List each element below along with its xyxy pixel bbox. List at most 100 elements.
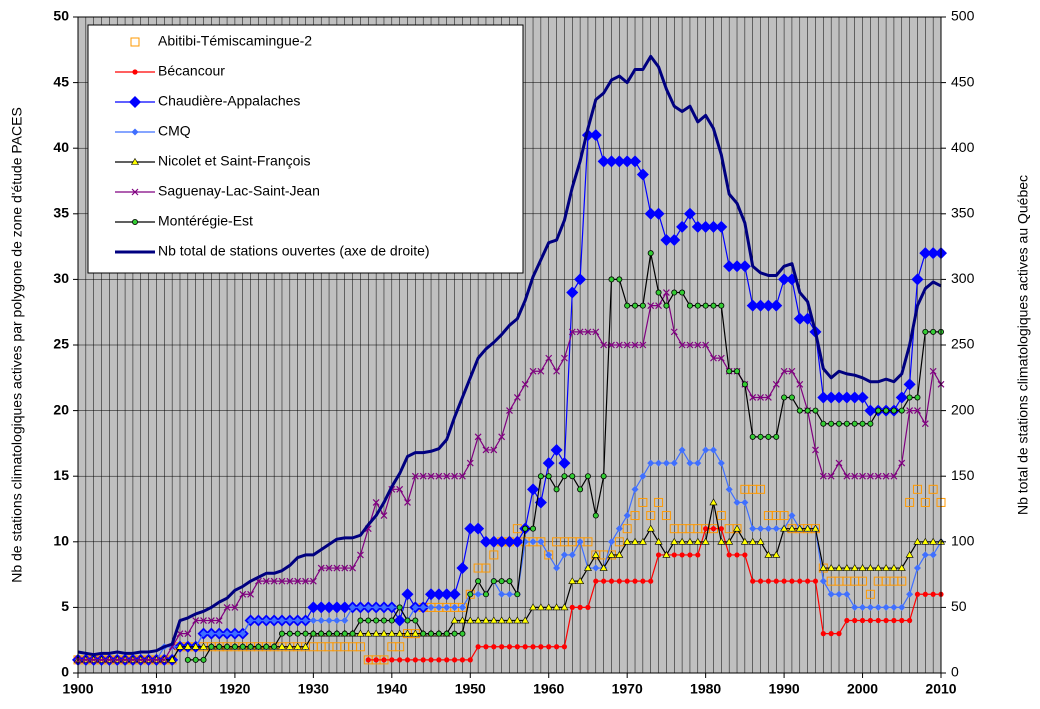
marker xyxy=(333,630,340,637)
marker xyxy=(184,630,192,638)
marker xyxy=(121,656,129,664)
marker xyxy=(836,631,842,637)
marker xyxy=(215,617,223,624)
marker xyxy=(702,302,709,309)
marker xyxy=(670,537,679,545)
marker xyxy=(160,656,168,664)
marker xyxy=(922,591,928,597)
y-tick-label: 20 xyxy=(53,401,69,417)
marker xyxy=(514,644,520,650)
y-tick-label: 0 xyxy=(61,664,69,680)
marker xyxy=(647,459,655,467)
marker xyxy=(921,551,929,559)
marker xyxy=(796,380,804,388)
marker xyxy=(906,590,914,598)
marker xyxy=(315,601,328,614)
marker xyxy=(715,220,728,233)
marker xyxy=(812,578,819,584)
marker xyxy=(536,603,545,611)
marker xyxy=(592,328,600,336)
marker xyxy=(678,537,687,545)
marker xyxy=(640,578,646,584)
marker xyxy=(693,537,702,545)
marker xyxy=(686,302,693,309)
marker xyxy=(778,273,791,286)
marker xyxy=(856,391,869,404)
marker xyxy=(707,220,720,233)
marker xyxy=(466,459,474,467)
marker xyxy=(483,644,489,650)
marker xyxy=(325,564,333,572)
marker xyxy=(396,604,403,611)
marker xyxy=(756,537,765,545)
marker xyxy=(709,498,718,506)
marker xyxy=(137,656,145,664)
x-tick-label: 2010 xyxy=(925,681,956,697)
marker xyxy=(676,220,689,233)
marker xyxy=(741,381,748,388)
marker xyxy=(490,578,497,585)
marker xyxy=(506,407,513,415)
marker xyxy=(379,629,388,637)
legend-label: Chaudière-Appalaches xyxy=(158,93,300,109)
marker xyxy=(247,590,255,598)
y-tick-label: 5 xyxy=(61,598,69,614)
marker xyxy=(294,577,302,585)
marker xyxy=(231,630,239,638)
marker xyxy=(278,630,285,637)
marker xyxy=(757,394,764,401)
y-tick-label: 15 xyxy=(53,467,69,483)
marker xyxy=(687,552,693,558)
marker xyxy=(608,578,615,584)
marker xyxy=(631,341,639,349)
marker xyxy=(278,577,286,585)
y2-tick-label: 200 xyxy=(951,401,975,417)
marker xyxy=(928,484,938,494)
marker xyxy=(660,234,673,247)
marker xyxy=(474,616,483,624)
marker xyxy=(593,578,599,584)
marker xyxy=(522,644,528,650)
marker xyxy=(464,522,477,535)
marker xyxy=(440,588,453,601)
x-tick-label: 1920 xyxy=(219,681,250,697)
marker xyxy=(428,657,434,663)
marker xyxy=(825,391,838,404)
marker xyxy=(544,603,553,611)
marker xyxy=(812,446,819,454)
marker xyxy=(647,302,655,310)
marker xyxy=(207,617,215,624)
marker xyxy=(686,459,694,467)
marker xyxy=(914,394,921,401)
marker xyxy=(132,69,138,75)
marker xyxy=(913,537,922,545)
marker xyxy=(796,407,803,414)
marker xyxy=(443,603,451,611)
marker xyxy=(428,630,435,637)
marker xyxy=(648,578,654,584)
marker xyxy=(683,207,696,220)
marker xyxy=(702,446,710,454)
marker xyxy=(482,591,489,598)
marker xyxy=(629,155,642,168)
marker xyxy=(914,407,921,415)
marker xyxy=(929,537,938,545)
marker xyxy=(537,473,544,480)
marker xyxy=(419,603,427,611)
marker xyxy=(632,578,638,584)
marker xyxy=(577,604,583,611)
marker xyxy=(779,511,789,521)
marker xyxy=(788,367,796,375)
marker xyxy=(654,537,663,545)
marker xyxy=(553,367,560,375)
marker xyxy=(805,578,811,584)
marker xyxy=(490,446,498,454)
marker xyxy=(906,394,913,401)
marker xyxy=(443,472,451,480)
marker xyxy=(450,616,459,624)
marker xyxy=(356,603,364,611)
marker xyxy=(506,578,513,585)
marker xyxy=(537,367,545,375)
marker xyxy=(890,603,898,611)
marker xyxy=(286,577,294,585)
